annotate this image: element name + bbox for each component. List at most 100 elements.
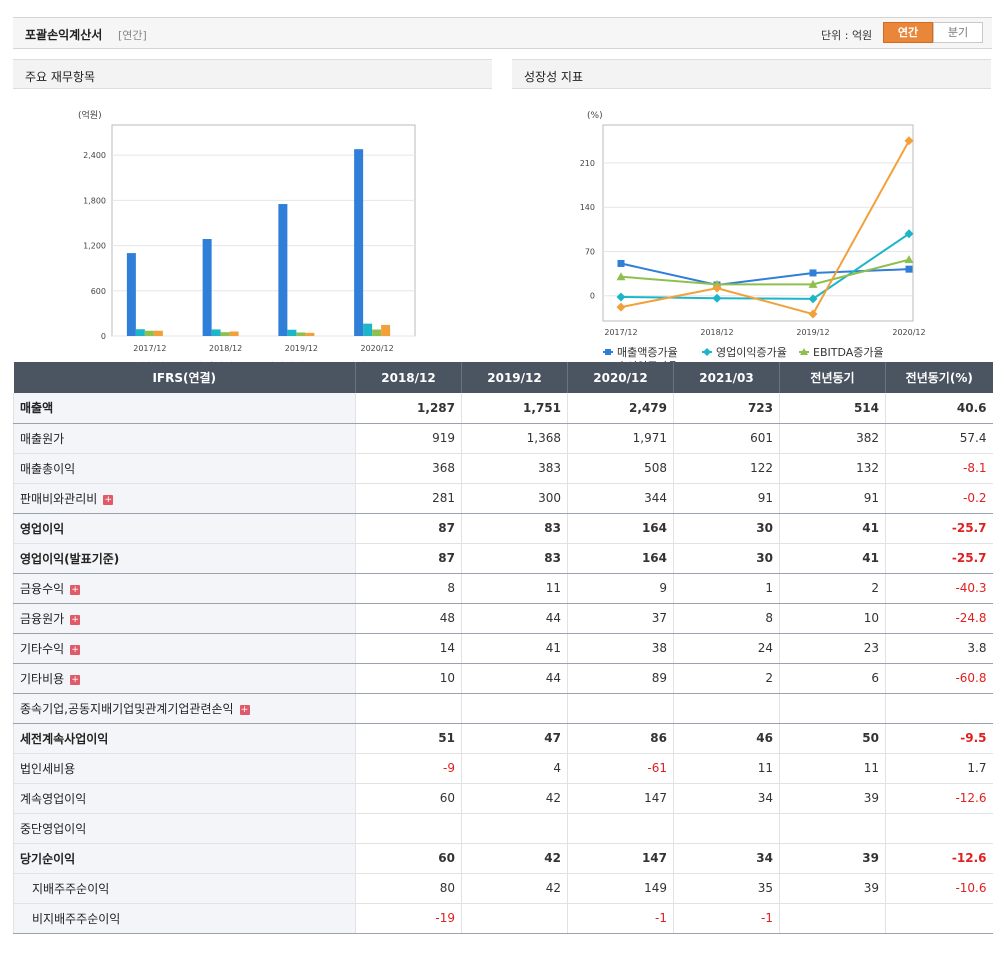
expand-plus-icon[interactable]: + — [103, 494, 114, 505]
table-row: 금융원가 +48 44 37 8 10 -24.8 — [13, 603, 993, 634]
row-label-cell: 영업이익(발표기준) — [13, 543, 356, 574]
table-row: 매출원가 919 1,368 1,971 601 382 57.4 — [13, 423, 993, 454]
value-cell: 383 — [461, 453, 568, 484]
row-label: 종속기업,공동지배기업및관계기업관련손익 — [20, 701, 234, 716]
bar-세전이익 — [144, 330, 154, 336]
bar-영업이익 — [211, 329, 221, 336]
value-cell: 51 — [355, 723, 462, 754]
value-cell: 164 — [567, 513, 674, 544]
value-cell: 57.4 — [885, 423, 993, 454]
value-cell: 41 — [779, 513, 886, 544]
value-cell: 89 — [567, 663, 674, 694]
value-cell — [355, 693, 462, 724]
value-cell: 164 — [567, 543, 674, 574]
bar-영업이익 — [363, 323, 373, 336]
value-cell: 23 — [779, 633, 886, 664]
x-tick-label: 2018/12 — [700, 328, 733, 337]
table-header-row: IFRS(연결) 2018/12 2019/12 2020/12 2021/03… — [13, 362, 993, 393]
unit-label: 단위 : 억원 — [821, 29, 873, 42]
table-row: 지배주주순이익 80 42 149 35 39 -10.6 — [13, 873, 993, 904]
row-label: 금융원가 — [20, 611, 65, 626]
data-point — [904, 229, 914, 239]
value-cell: 91 — [673, 483, 780, 514]
row-label-cell: 기타비용 + — [13, 663, 356, 694]
value-cell: 1,751 — [461, 393, 568, 424]
row-label-cell: 매출총이익 — [13, 453, 356, 484]
legend-label: EBITDA증가율 — [813, 346, 884, 359]
y-tick-label: 140 — [580, 203, 595, 212]
row-label-cell: 영업이익 — [13, 513, 356, 544]
legend-marker — [605, 349, 611, 355]
expand-plus-icon[interactable]: + — [70, 644, 81, 655]
series-line-EBITDA증가율 — [620, 258, 910, 286]
value-cell: 42 — [461, 843, 568, 874]
value-cell: 24 — [673, 633, 780, 664]
statement-title: 포괄손익계산서 — [25, 28, 103, 42]
value-cell: 1,287 — [355, 393, 462, 424]
row-label-cell: 금융수익 + — [13, 573, 356, 604]
value-cell: -1 — [567, 903, 674, 934]
value-cell: 10 — [355, 663, 462, 694]
value-cell: -0.2 — [885, 483, 993, 514]
table-row: 종속기업,공동지배기업및관계기업관련손익 + — [13, 693, 993, 724]
expand-plus-icon[interactable]: + — [239, 704, 250, 715]
value-cell — [567, 693, 674, 724]
value-cell: 80 — [355, 873, 462, 904]
row-label: 당기순이익 — [20, 851, 76, 866]
data-point — [808, 309, 818, 319]
column-header: 2019/12 — [461, 362, 568, 393]
value-cell: 87 — [355, 513, 462, 544]
value-cell: 10 — [779, 603, 886, 634]
legend-label: 매출액증가율 — [617, 346, 678, 359]
row-label: 기타수익 — [20, 641, 65, 656]
table-row: 금융수익 +8 11 9 1 2 -40.3 — [13, 573, 993, 604]
row-label-cell: 당기순이익 — [13, 843, 356, 874]
expand-plus-icon[interactable]: + — [70, 584, 81, 595]
value-cell: 8 — [673, 603, 780, 634]
value-cell: 44 — [461, 663, 568, 694]
y-tick-label: 1,800 — [83, 196, 106, 205]
value-cell: 41 — [461, 633, 568, 664]
value-cell: 39 — [779, 843, 886, 874]
growth-panel: 성장성 지표 0 70 140 210 (%) 2017/12 2018/12 2019/12… — [512, 59, 991, 409]
bar-매출액 — [202, 239, 212, 336]
value-cell: -12.6 — [885, 783, 993, 814]
value-cell: 919 — [355, 423, 462, 454]
y-tick-label: 210 — [580, 159, 595, 168]
value-cell: -60.8 — [885, 663, 993, 694]
value-cell: 87 — [355, 543, 462, 574]
row-label: 세전계속사업이익 — [20, 731, 109, 746]
value-cell: 11 — [461, 573, 568, 604]
x-tick-label: 2020/12 — [892, 328, 925, 337]
row-label: 금융수익 — [20, 581, 65, 596]
expand-plus-icon[interactable]: + — [70, 674, 81, 685]
value-cell: 86 — [567, 723, 674, 754]
value-cell: -25.7 — [885, 513, 993, 544]
value-cell — [673, 693, 780, 724]
column-header: 2021/03 — [673, 362, 780, 393]
bar-매출액 — [126, 253, 136, 336]
growth-title: 성장성 지표 — [512, 59, 991, 89]
value-cell: -25.7 — [885, 543, 993, 574]
annual-toggle-button[interactable]: 연간 — [883, 22, 933, 43]
row-label: 계속영업이익 — [20, 791, 87, 806]
column-header: 전년동기 — [779, 362, 886, 393]
expand-plus-icon[interactable]: + — [70, 614, 81, 625]
value-cell: 11 — [779, 753, 886, 784]
row-label: 지배주주순이익 — [32, 881, 110, 896]
quarter-toggle-button[interactable]: 분기 — [933, 22, 983, 43]
row-label-cell: 지배주주순이익 — [13, 873, 356, 904]
data-point — [616, 302, 626, 312]
bar-세전이익 — [220, 332, 230, 336]
y-tick-label: 1,200 — [83, 242, 106, 251]
value-cell: 1,971 — [567, 423, 674, 454]
value-cell — [885, 693, 993, 724]
value-cell: 34 — [673, 843, 780, 874]
value-cell: 723 — [673, 393, 780, 424]
value-cell: 35 — [673, 873, 780, 904]
table-row: 법인세비용 -9 4 -61 11 11 1.7 — [13, 753, 993, 784]
row-label-cell: 매출액 — [13, 393, 356, 424]
value-cell: -10.6 — [885, 873, 993, 904]
column-header: 전년동기(%) — [885, 362, 993, 393]
value-cell: 3.8 — [885, 633, 993, 664]
